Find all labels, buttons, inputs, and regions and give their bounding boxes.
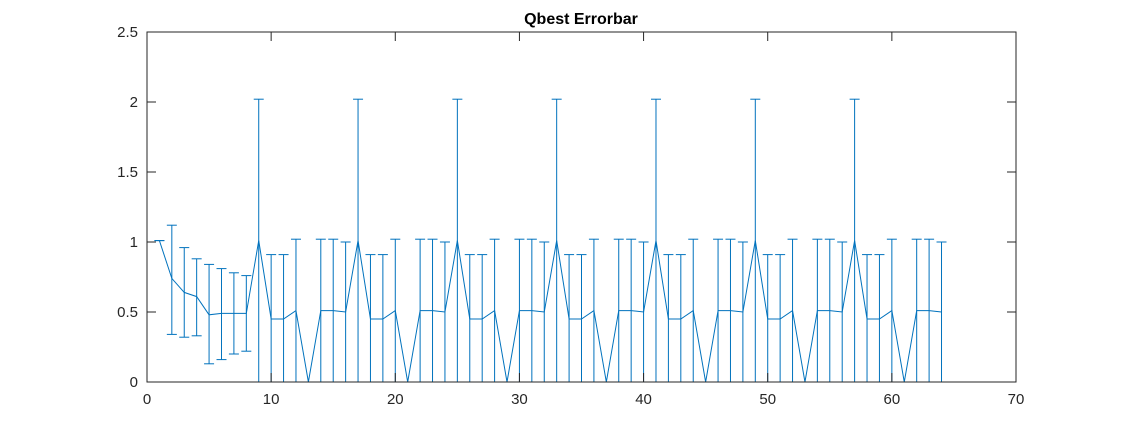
- x-tick-label: 50: [759, 391, 776, 408]
- errorbar: [166, 224, 177, 335]
- y-tick-label: 0: [130, 374, 138, 391]
- errorbar: [775, 254, 786, 383]
- errorbar: [278, 254, 289, 383]
- errorbar: [477, 254, 488, 383]
- x-tick-label: 20: [387, 391, 404, 408]
- errorbar-layer: [154, 98, 947, 383]
- errorbar: [576, 254, 587, 383]
- y-tick-label: 0.5: [117, 304, 138, 321]
- x-tick-label: 0: [143, 391, 151, 408]
- y-tick-label: 2.5: [117, 24, 138, 41]
- errorbar: [377, 254, 388, 383]
- errorbar: [874, 254, 885, 383]
- tick-layer: 0 10 20 30 40 50 60 70 0 0.5 1 1.5 2 2.5: [117, 24, 1024, 408]
- y-tick-label: 2: [130, 94, 138, 111]
- x-tick-label: 30: [511, 391, 528, 408]
- y-tick-label: 1: [130, 234, 138, 251]
- errorbar: [216, 268, 227, 361]
- errorbar: [675, 254, 686, 383]
- series-line: [158, 240, 942, 383]
- x-tick-label: 10: [263, 391, 280, 408]
- x-tick-label: 70: [1008, 391, 1025, 408]
- y-tick-label: 1.5: [117, 164, 138, 181]
- chart-title: Qbest Errorbar: [524, 11, 638, 28]
- axes-box: [146, 31, 1017, 383]
- x-tick-label: 60: [884, 391, 901, 408]
- x-tick-label: 40: [635, 391, 652, 408]
